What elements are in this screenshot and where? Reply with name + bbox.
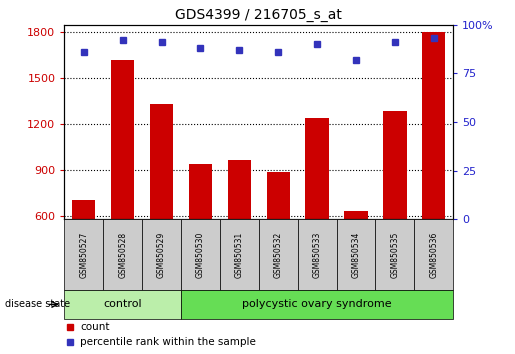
Title: GDS4399 / 216705_s_at: GDS4399 / 216705_s_at <box>175 8 342 22</box>
Bar <box>72 200 95 308</box>
Text: polycystic ovary syndrome: polycystic ovary syndrome <box>242 299 392 309</box>
Text: count: count <box>80 321 109 332</box>
Bar <box>267 172 290 308</box>
Bar <box>181 290 453 319</box>
Bar <box>64 219 103 290</box>
Bar <box>181 219 220 290</box>
Bar <box>259 219 298 290</box>
Text: GSM850527: GSM850527 <box>79 232 88 278</box>
Text: GSM850534: GSM850534 <box>352 232 360 278</box>
Bar <box>228 160 251 308</box>
Bar <box>345 211 368 308</box>
Text: control: control <box>104 299 142 309</box>
Bar <box>337 219 375 290</box>
Text: GSM850531: GSM850531 <box>235 232 244 278</box>
Text: GSM850535: GSM850535 <box>390 232 399 278</box>
Bar <box>305 118 329 308</box>
Bar <box>375 219 414 290</box>
Bar <box>142 219 181 290</box>
Bar <box>111 60 134 308</box>
Bar <box>383 111 406 308</box>
Text: GSM850536: GSM850536 <box>430 232 438 278</box>
Bar <box>414 219 453 290</box>
Text: percentile rank within the sample: percentile rank within the sample <box>80 337 256 348</box>
Text: GSM850528: GSM850528 <box>118 232 127 278</box>
Bar <box>150 104 173 308</box>
Text: GSM850529: GSM850529 <box>157 232 166 278</box>
Text: disease state: disease state <box>5 299 70 309</box>
Bar <box>298 219 336 290</box>
Text: GSM850533: GSM850533 <box>313 232 321 278</box>
Text: GSM850530: GSM850530 <box>196 232 205 278</box>
Text: GSM850532: GSM850532 <box>274 232 283 278</box>
Bar <box>189 164 212 308</box>
Bar <box>422 33 445 308</box>
Bar <box>103 219 142 290</box>
Bar <box>64 290 181 319</box>
Bar <box>220 219 259 290</box>
